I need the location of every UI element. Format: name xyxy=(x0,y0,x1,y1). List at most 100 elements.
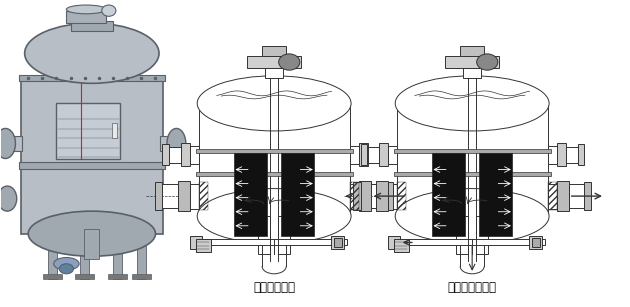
Bar xyxy=(137,246,146,279)
Bar xyxy=(21,78,163,164)
Ellipse shape xyxy=(477,54,498,70)
Bar xyxy=(43,274,62,279)
Bar xyxy=(397,103,547,216)
Bar xyxy=(397,182,406,210)
Bar xyxy=(380,144,386,165)
Bar xyxy=(367,147,379,163)
Bar xyxy=(281,153,314,236)
Bar xyxy=(163,144,169,165)
Bar xyxy=(387,146,397,164)
Bar xyxy=(84,229,100,259)
Bar xyxy=(195,172,353,176)
Ellipse shape xyxy=(278,54,300,70)
Bar xyxy=(190,236,202,249)
Bar xyxy=(529,236,542,249)
Bar xyxy=(358,181,370,211)
Bar xyxy=(81,246,89,279)
Bar xyxy=(387,184,397,209)
Bar xyxy=(547,182,557,210)
Bar xyxy=(370,184,386,208)
Bar xyxy=(578,144,584,165)
Bar xyxy=(265,68,284,78)
Bar xyxy=(557,181,569,211)
Ellipse shape xyxy=(0,186,17,211)
Bar xyxy=(66,11,106,23)
Bar xyxy=(584,182,592,210)
Bar xyxy=(353,182,360,210)
Bar xyxy=(57,103,120,158)
Bar xyxy=(21,164,163,234)
Bar xyxy=(476,216,488,254)
Bar xyxy=(350,182,358,210)
Ellipse shape xyxy=(28,211,156,256)
Bar xyxy=(71,21,113,31)
Bar xyxy=(557,143,566,166)
Bar xyxy=(331,236,343,249)
Bar xyxy=(202,239,346,246)
Bar xyxy=(132,274,151,279)
Bar xyxy=(196,239,211,252)
Bar xyxy=(190,184,198,209)
Bar xyxy=(155,182,163,210)
Bar xyxy=(234,153,267,236)
Ellipse shape xyxy=(25,23,159,83)
Bar xyxy=(48,246,57,279)
Ellipse shape xyxy=(54,258,79,270)
Bar xyxy=(198,182,208,210)
Bar xyxy=(335,238,342,247)
Ellipse shape xyxy=(66,5,106,14)
Bar xyxy=(181,143,190,166)
Bar xyxy=(350,184,358,209)
Ellipse shape xyxy=(395,188,549,244)
Bar xyxy=(278,216,290,254)
Bar xyxy=(19,75,165,81)
Bar xyxy=(386,182,393,210)
Bar xyxy=(394,149,551,153)
Bar xyxy=(400,239,544,246)
Bar xyxy=(547,146,557,164)
Ellipse shape xyxy=(395,76,549,131)
Bar xyxy=(358,143,368,166)
Bar xyxy=(108,274,127,279)
Ellipse shape xyxy=(59,264,74,274)
Bar xyxy=(160,136,174,151)
Bar xyxy=(178,181,190,211)
Bar xyxy=(195,149,353,153)
Bar xyxy=(360,144,367,165)
Bar xyxy=(113,246,122,279)
Bar xyxy=(350,146,358,164)
Bar xyxy=(368,147,380,163)
Bar xyxy=(375,181,387,211)
Bar xyxy=(532,238,540,247)
Bar xyxy=(169,147,181,163)
Bar xyxy=(387,236,400,249)
Bar xyxy=(9,136,23,151)
Bar xyxy=(569,184,584,208)
Bar xyxy=(262,46,286,56)
Text: 滤芯反冲洗状态: 滤芯反冲洗状态 xyxy=(448,281,496,294)
Bar xyxy=(394,239,409,252)
Bar xyxy=(456,216,468,254)
Bar xyxy=(445,56,500,68)
Ellipse shape xyxy=(197,188,351,244)
Bar xyxy=(198,103,350,216)
Ellipse shape xyxy=(101,5,116,16)
Bar xyxy=(566,147,578,163)
Ellipse shape xyxy=(0,128,16,158)
Ellipse shape xyxy=(167,128,186,158)
Text: 正常过滤状态: 正常过滤状态 xyxy=(253,281,295,294)
Bar xyxy=(19,162,165,169)
Bar xyxy=(247,56,301,68)
Bar xyxy=(379,143,387,166)
Bar xyxy=(394,172,551,176)
Bar xyxy=(163,184,178,208)
Bar xyxy=(547,184,557,209)
Bar xyxy=(479,153,512,236)
Bar xyxy=(190,146,198,164)
Bar xyxy=(112,123,117,138)
Bar xyxy=(76,274,94,279)
Bar xyxy=(258,216,270,254)
Bar xyxy=(432,153,466,236)
Bar xyxy=(463,68,481,78)
Bar xyxy=(460,46,484,56)
